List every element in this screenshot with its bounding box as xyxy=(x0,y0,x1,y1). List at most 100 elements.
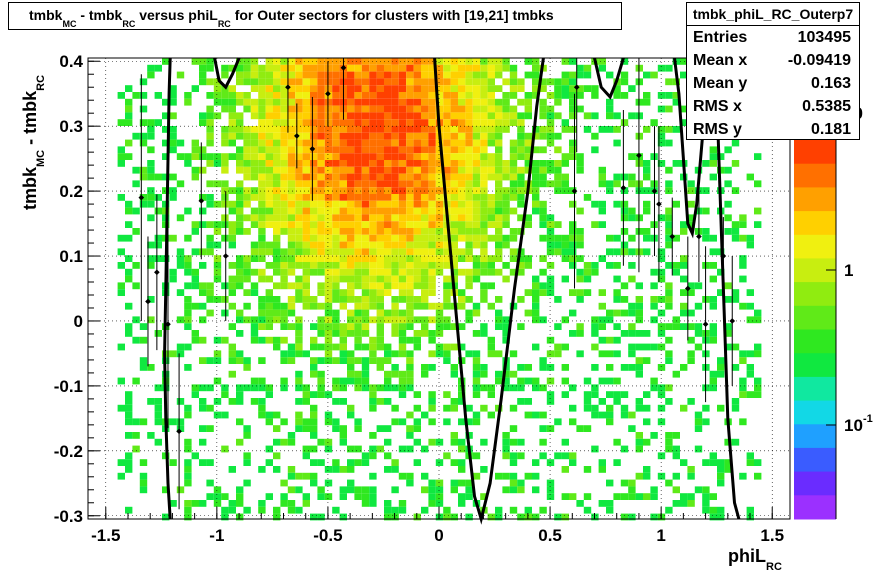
heatmap-cell xyxy=(613,391,621,398)
heatmap-cell xyxy=(406,370,414,378)
heatmap-cell xyxy=(295,486,303,494)
heatmap-cell xyxy=(502,262,510,269)
heatmap-cell xyxy=(428,221,436,228)
heatmap-cell xyxy=(347,275,355,283)
heatmap-cell xyxy=(472,302,481,310)
heatmap-cell xyxy=(191,336,199,344)
heatmap-cell xyxy=(746,364,754,371)
heatmap-cell xyxy=(243,262,251,269)
heatmap-cell xyxy=(302,234,310,242)
heatmap-cell xyxy=(413,200,421,208)
heatmap-cell xyxy=(657,105,666,113)
heatmap-cell xyxy=(287,85,296,92)
heatmap-cell xyxy=(398,289,407,296)
y-tick-label: 0 xyxy=(74,312,83,331)
heatmap-cell xyxy=(280,248,288,256)
heatmap-cell xyxy=(554,85,562,92)
heatmap-cell xyxy=(280,153,288,160)
heatmap-cell xyxy=(406,221,414,228)
profile-point xyxy=(651,188,658,194)
heatmap-cell xyxy=(273,112,281,120)
heatmap-cell xyxy=(739,418,747,426)
heatmap-cell xyxy=(487,92,495,99)
heatmap-cell xyxy=(236,500,244,507)
heatmap-cell xyxy=(428,234,436,242)
heatmap-cell xyxy=(413,513,421,521)
heatmap-cell xyxy=(221,214,229,222)
heatmap-cell xyxy=(398,207,407,215)
heatmap-cell xyxy=(302,153,310,160)
heatmap-cell xyxy=(384,98,392,106)
heatmap-cell xyxy=(450,160,458,167)
heatmap-cell xyxy=(273,466,281,473)
heatmap-cell xyxy=(435,255,444,262)
heatmap-cell xyxy=(295,255,303,262)
heatmap-cell xyxy=(554,160,562,167)
heatmap-cell xyxy=(421,268,429,276)
heatmap-cell xyxy=(139,357,148,364)
heatmap-cell xyxy=(302,139,310,147)
heatmap-cell xyxy=(428,228,436,235)
heatmap-cell xyxy=(258,194,266,201)
heatmap-cell xyxy=(458,221,466,228)
heatmap-cell xyxy=(406,64,414,72)
heatmap-cell xyxy=(243,200,251,208)
heatmap-cell xyxy=(657,275,666,283)
heatmap-cell xyxy=(724,438,732,446)
heatmap-cell xyxy=(147,214,155,222)
heatmap-cell xyxy=(347,370,355,378)
heatmap-cell xyxy=(369,139,377,147)
heatmap-cell xyxy=(369,275,377,283)
heatmap-cell xyxy=(487,200,495,208)
heatmap-cell xyxy=(398,221,407,228)
heatmap-cell xyxy=(546,214,555,222)
heatmap-cell xyxy=(361,112,370,120)
heatmap-cell xyxy=(339,126,347,133)
heatmap-cell xyxy=(613,296,621,303)
heatmap-cell xyxy=(694,302,703,310)
heatmap-cell xyxy=(339,513,347,521)
heatmap-cell xyxy=(502,241,510,249)
heatmap-cell xyxy=(569,262,577,269)
heatmap-cell xyxy=(458,418,466,426)
heatmap-cell xyxy=(546,350,555,358)
heatmap-cell xyxy=(406,180,414,188)
heatmap-cell xyxy=(465,146,473,154)
heatmap-cell xyxy=(657,323,666,330)
heatmap-cell xyxy=(650,119,658,126)
heatmap-cell xyxy=(236,391,244,398)
heatmap-cell xyxy=(702,500,710,507)
heatmap-cell xyxy=(228,350,236,358)
heatmap-cell xyxy=(554,187,562,194)
heatmap-cell xyxy=(450,438,458,446)
heatmap-cell xyxy=(569,404,577,412)
heatmap-cell xyxy=(480,221,488,228)
heatmap-cell xyxy=(302,160,310,167)
heatmap-cell xyxy=(273,248,281,256)
heatmap-cell xyxy=(635,438,643,446)
heatmap-cell xyxy=(643,228,651,235)
heatmap-cell xyxy=(443,350,451,358)
heatmap-cell xyxy=(369,119,377,126)
heatmap-cell xyxy=(724,343,732,351)
heatmap-cell xyxy=(665,357,673,364)
heatmap-cell xyxy=(154,330,162,337)
heatmap-cell xyxy=(243,289,251,296)
heatmap-cell xyxy=(361,255,370,262)
heatmap-cell xyxy=(517,377,525,385)
heatmap-cell xyxy=(258,398,266,405)
heatmap-cell xyxy=(754,377,762,385)
heatmap-cell xyxy=(606,105,614,113)
heatmap-cell xyxy=(302,275,310,283)
heatmap-cell xyxy=(228,398,236,405)
heatmap-cell xyxy=(295,85,303,92)
heatmap-cell xyxy=(406,173,414,181)
heatmap-cell xyxy=(147,296,155,303)
heatmap-cell xyxy=(295,425,303,432)
heatmap-cell xyxy=(443,323,451,330)
heatmap-cell xyxy=(361,364,370,371)
heatmap-cell xyxy=(583,425,592,432)
heatmap-cell xyxy=(376,330,384,337)
heatmap-cell xyxy=(495,228,503,235)
heatmap-cell xyxy=(450,459,458,466)
